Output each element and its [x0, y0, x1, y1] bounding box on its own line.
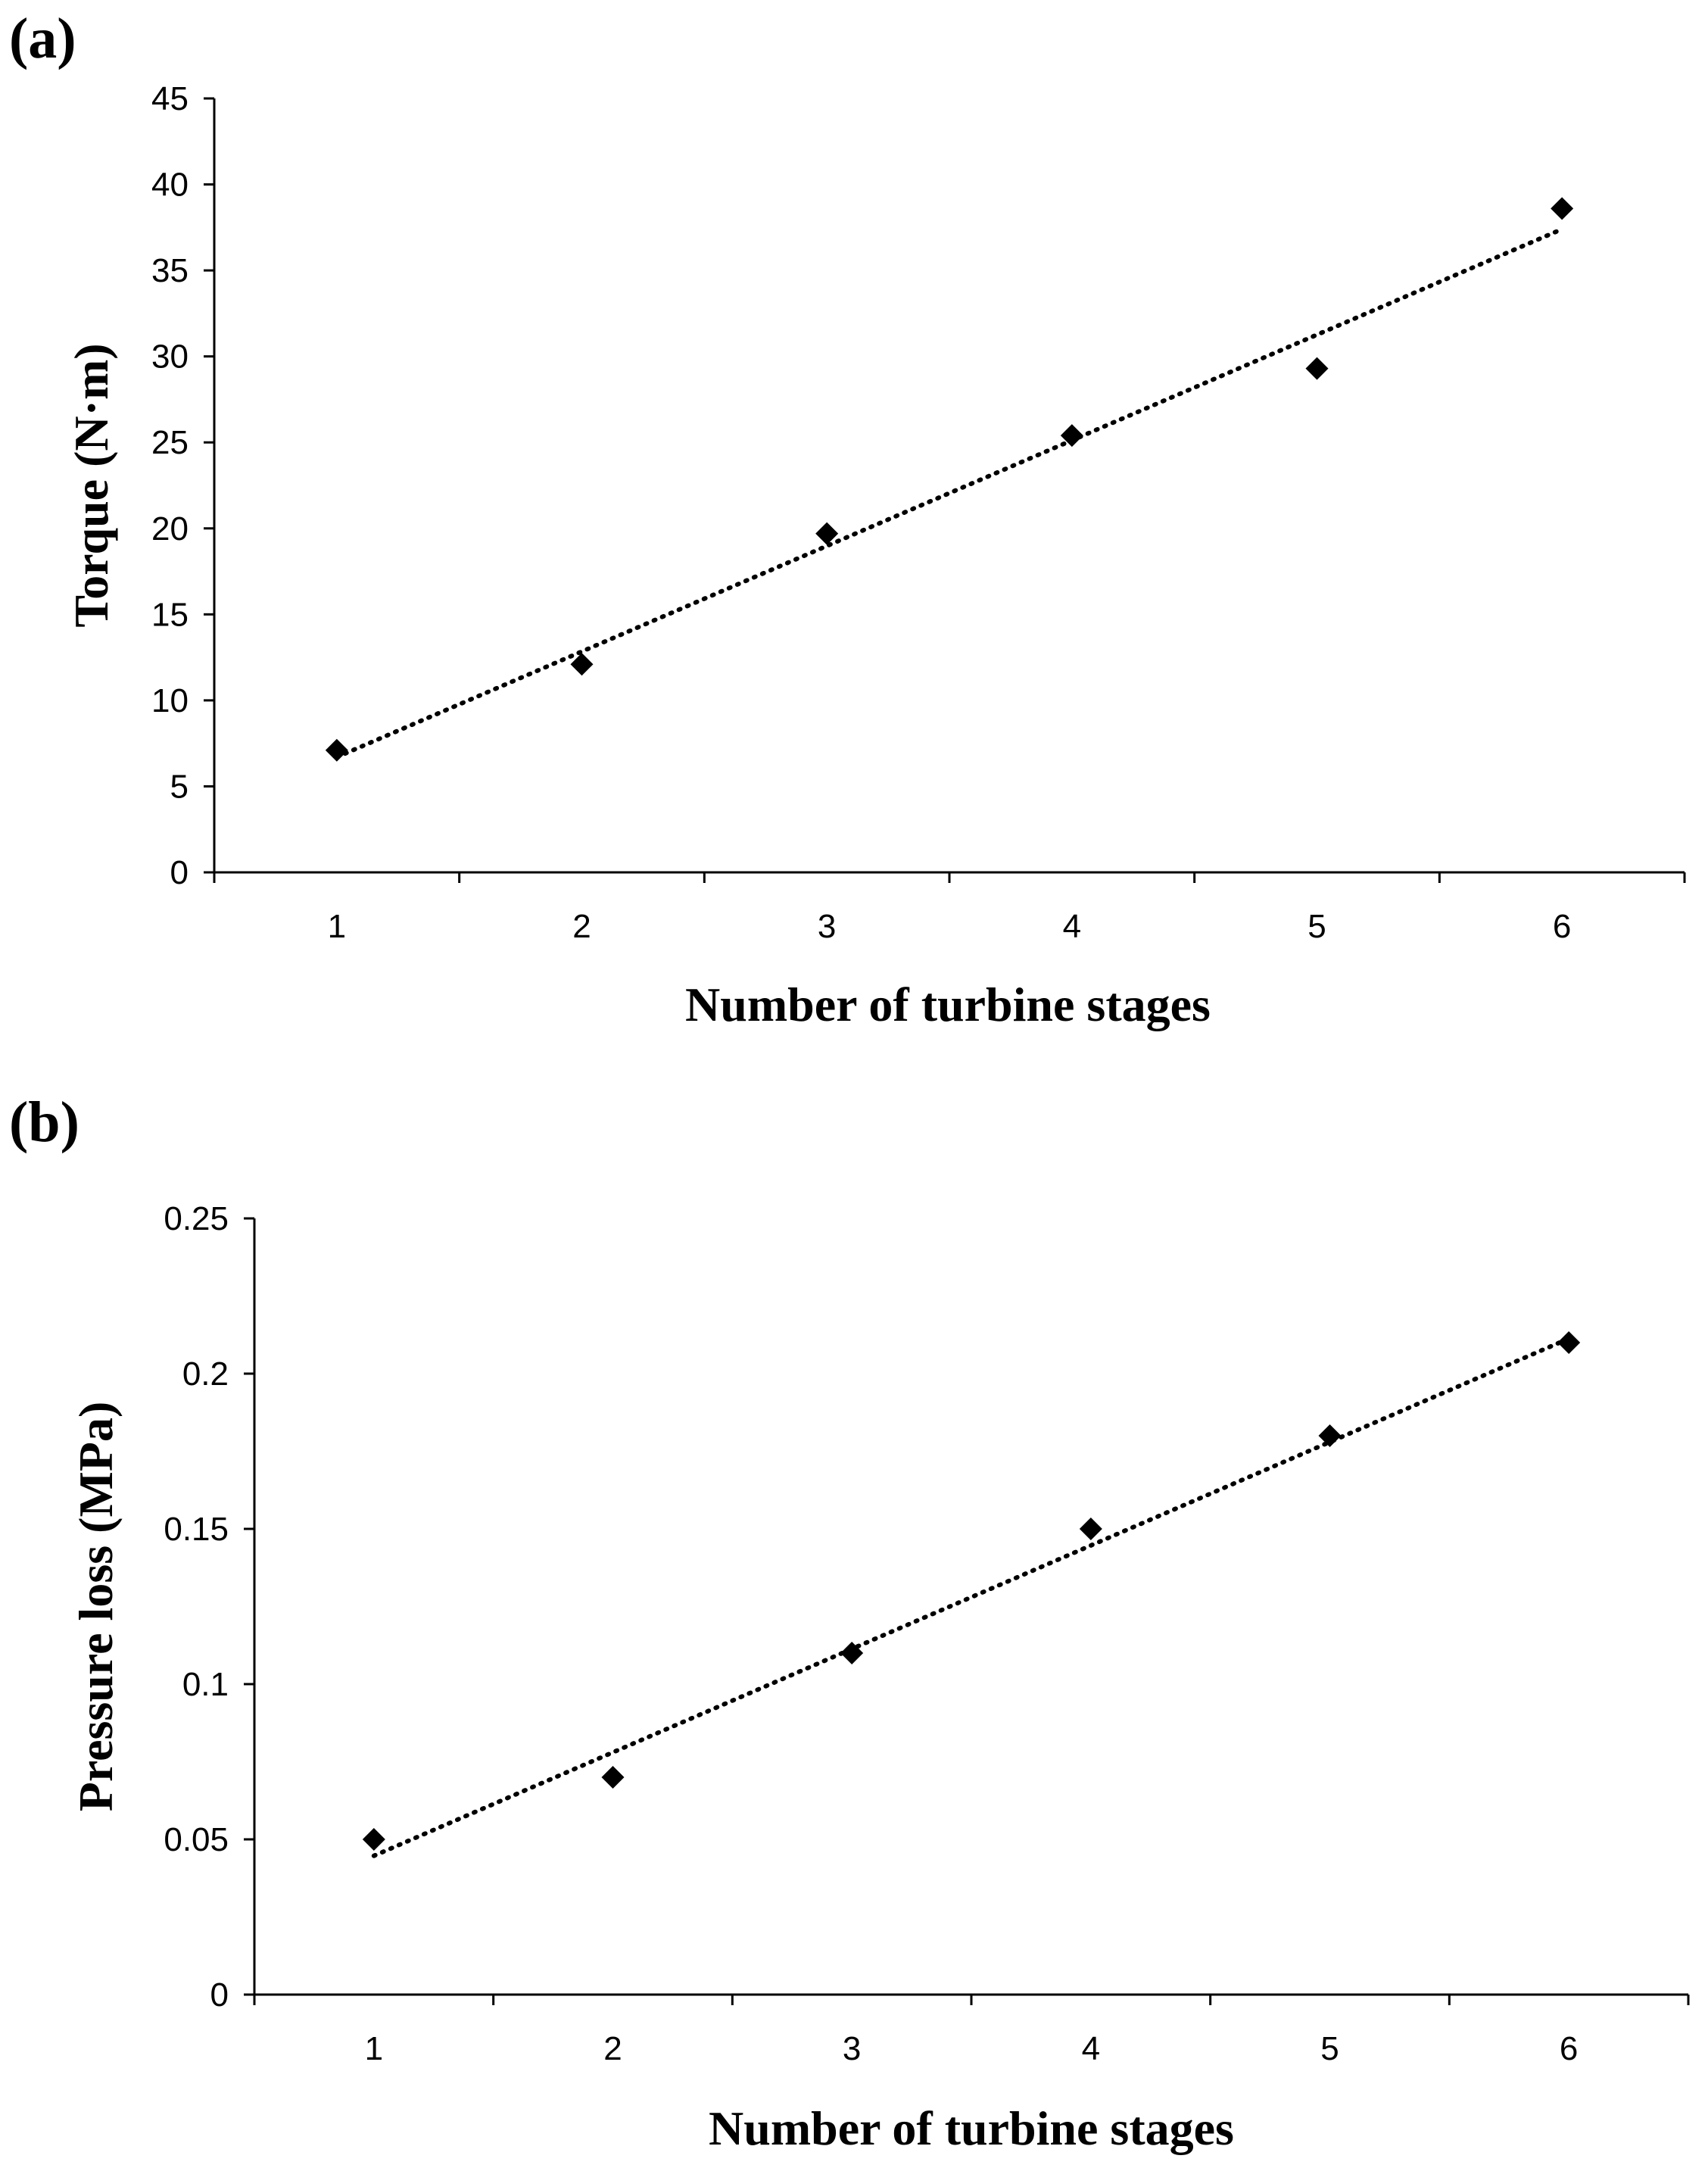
- c0-y-axis-title: Torque (N·m): [64, 343, 118, 627]
- c1-data-point: [1318, 1424, 1342, 1447]
- chart-panel-b: (b) 0 0.05 0.1 0.15 0.2 0.25 1 2 3 4 5 6 Number of t…: [0, 1084, 1708, 2168]
- c1-x-tick-label: 3: [843, 2030, 861, 2067]
- chart-b: 0 0.05 0.1 0.15 0.2 0.25 1 2 3 4 5 6 Number of turbi…: [69, 1200, 1690, 2155]
- c1-y-tick-label: 0: [210, 1976, 229, 2014]
- c0-y-tick-label: 10: [151, 682, 189, 719]
- c0-data-point: [1060, 424, 1083, 448]
- panel-label-b: (b): [9, 1090, 79, 1154]
- c1-y-tick-label: 0.25: [164, 1200, 229, 1237]
- c0-x-tick-label: 1: [328, 908, 346, 945]
- c1-y-tick-label: 0.2: [182, 1355, 229, 1393]
- c0-data-point: [815, 522, 839, 545]
- panel-label-a: (a): [9, 7, 76, 70]
- c0-y-tick-label: 35: [151, 252, 189, 289]
- c0-x-tick-label: 5: [1307, 908, 1326, 945]
- c1-y-tick-label: 0.05: [164, 1821, 229, 1858]
- c1-x-tick-label: 2: [603, 2030, 622, 2067]
- c0-x-tick-label: 2: [572, 908, 591, 945]
- c1-data-point: [840, 1642, 864, 1664]
- c0-y-tick-label: 30: [151, 338, 189, 376]
- c1-y-axis-title: Pressure loss (MPa): [69, 1402, 123, 1812]
- c0-data-point: [325, 738, 348, 762]
- chart-panel-a: (a) 0 5 10 15 20 25 30 35 40 45 1 2 3 4 5 6 Number of tu…: [9, 7, 1686, 1031]
- c1-data-point: [601, 1766, 625, 1789]
- c1-y-tick-label: 0.1: [182, 1666, 229, 1703]
- c0-y-tick-label: 25: [151, 424, 189, 461]
- c0-y-tick-label: 5: [170, 768, 189, 805]
- c1-x-tick-label: 4: [1082, 2030, 1100, 2067]
- c0-data-point: [1551, 197, 1574, 220]
- c1-x-tick-label: 5: [1320, 2030, 1339, 2067]
- c0-x-axis-title: Number of turbine stages: [685, 978, 1211, 1031]
- c0-y-tick-label: 15: [151, 596, 189, 633]
- c0-y-tick-label: 0: [170, 854, 189, 891]
- c0-y-tick-label: 45: [151, 80, 189, 117]
- c1-y-tick-label: 0.15: [164, 1511, 229, 1548]
- c0-trendline: [334, 226, 1565, 760]
- c0-x-tick-label: 3: [818, 908, 836, 945]
- c0-y-tick-label: 20: [151, 510, 189, 547]
- c0-x-tick-label: 6: [1553, 908, 1571, 945]
- c1-data-point: [1557, 1331, 1581, 1354]
- c1-x-tick-label: 1: [365, 2030, 383, 2067]
- c0-data-point: [570, 653, 594, 676]
- c1-data-point: [1079, 1518, 1102, 1540]
- c1-x-axis-title: Number of turbine stages: [709, 2101, 1234, 2155]
- c1-trendline: [371, 1336, 1572, 1858]
- c1-x-tick-label: 6: [1560, 2030, 1578, 2067]
- c0-data-point: [1305, 357, 1329, 380]
- c0-y-tick-label: 40: [151, 167, 189, 204]
- c1-data-point: [362, 1828, 385, 1851]
- c0-x-tick-label: 4: [1063, 908, 1081, 945]
